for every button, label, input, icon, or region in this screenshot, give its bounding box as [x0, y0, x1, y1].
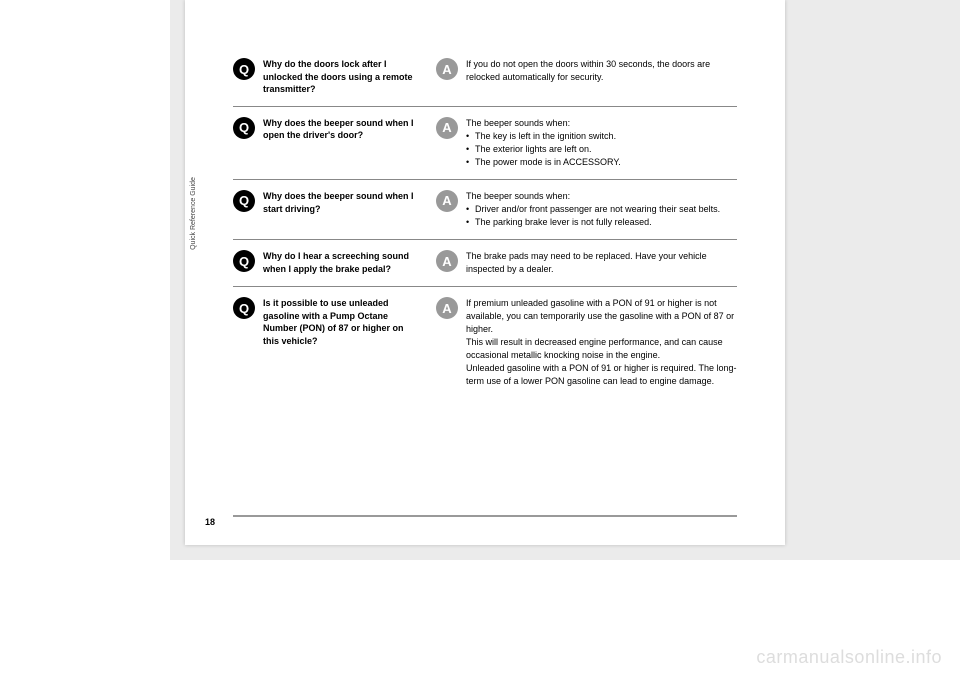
section-label: Quick Reference Guide: [190, 177, 197, 250]
page-number: 18: [205, 517, 215, 527]
answer-column: A The beeper sounds when: Driver and/or …: [436, 190, 737, 229]
qa-content: Q Why do the doors lock after I unlocked…: [233, 48, 737, 399]
page-bottom-border: [233, 515, 737, 517]
a-icon: A: [436, 250, 458, 272]
answer-column: A If you do not open the doors within 30…: [436, 58, 737, 96]
answer-intro: If you do not open the doors within 30 s…: [466, 58, 737, 84]
answer-bullets: Driver and/or front passenger are not we…: [466, 203, 720, 229]
question-text: Why does the beeper sound when I start d…: [263, 190, 418, 229]
answer-column: A The brake pads may need to be replaced…: [436, 250, 737, 276]
q-icon: Q: [233, 58, 255, 80]
answer-column: A The beeper sounds when: The key is lef…: [436, 117, 737, 169]
answer-intro: The beeper sounds when:: [466, 117, 621, 130]
a-icon: A: [436, 297, 458, 319]
question-text: Why do I hear a screeching sound when I …: [263, 250, 418, 276]
manual-page: Quick Reference Guide Q Why do the doors…: [185, 0, 785, 545]
question-text: Why does the beeper sound when I open th…: [263, 117, 418, 169]
qa-row: Q Why does the beeper sound when I start…: [233, 180, 737, 240]
answer-intro: The beeper sounds when:: [466, 190, 720, 203]
question-column: Q Why do the doors lock after I unlocked…: [233, 58, 418, 96]
a-icon: A: [436, 190, 458, 212]
answer-bullet: The power mode is in ACCESSORY.: [466, 156, 621, 169]
question-text: Why do the doors lock after I unlocked t…: [263, 58, 418, 96]
answer-text: If you do not open the doors within 30 s…: [466, 58, 737, 96]
answer-bullet: Driver and/or front passenger are not we…: [466, 203, 720, 216]
q-icon: Q: [233, 250, 255, 272]
question-column: Q Why does the beeper sound when I start…: [233, 190, 418, 229]
answer-text: The brake pads may need to be replaced. …: [466, 250, 737, 276]
answer-intro: If premium unleaded gasoline with a PON …: [466, 297, 737, 336]
question-text: Is it possible to use unleaded gasoline …: [263, 297, 418, 388]
a-icon: A: [436, 58, 458, 80]
question-column: Q Is it possible to use unleaded gasolin…: [233, 297, 418, 388]
answer-intro: The brake pads may need to be replaced. …: [466, 250, 737, 276]
answer-text: The beeper sounds when: The key is left …: [466, 117, 621, 169]
answer-bullet: The exterior lights are left on.: [466, 143, 621, 156]
a-icon: A: [436, 117, 458, 139]
answer-bullet: The parking brake lever is not fully rel…: [466, 216, 720, 229]
answer-text: The beeper sounds when: Driver and/or fr…: [466, 190, 720, 229]
answer-bullet: The key is left in the ignition switch.: [466, 130, 621, 143]
q-icon: Q: [233, 117, 255, 139]
q-icon: Q: [233, 190, 255, 212]
answer-text: If premium unleaded gasoline with a PON …: [466, 297, 737, 388]
qa-row: Q Why do I hear a screeching sound when …: [233, 240, 737, 287]
watermark: carmanualsonline.info: [756, 647, 942, 668]
answer-bullets: The key is left in the ignition switch. …: [466, 130, 621, 169]
q-icon: Q: [233, 297, 255, 319]
qa-row: Q Why does the beeper sound when I open …: [233, 107, 737, 180]
question-column: Q Why does the beeper sound when I open …: [233, 117, 418, 169]
answer-column: A If premium unleaded gasoline with a PO…: [436, 297, 737, 388]
question-column: Q Why do I hear a screeching sound when …: [233, 250, 418, 276]
qa-row: Q Is it possible to use unleaded gasolin…: [233, 287, 737, 398]
answer-outro: This will result in decreased engine per…: [466, 336, 737, 388]
qa-row: Q Why do the doors lock after I unlocked…: [233, 48, 737, 107]
